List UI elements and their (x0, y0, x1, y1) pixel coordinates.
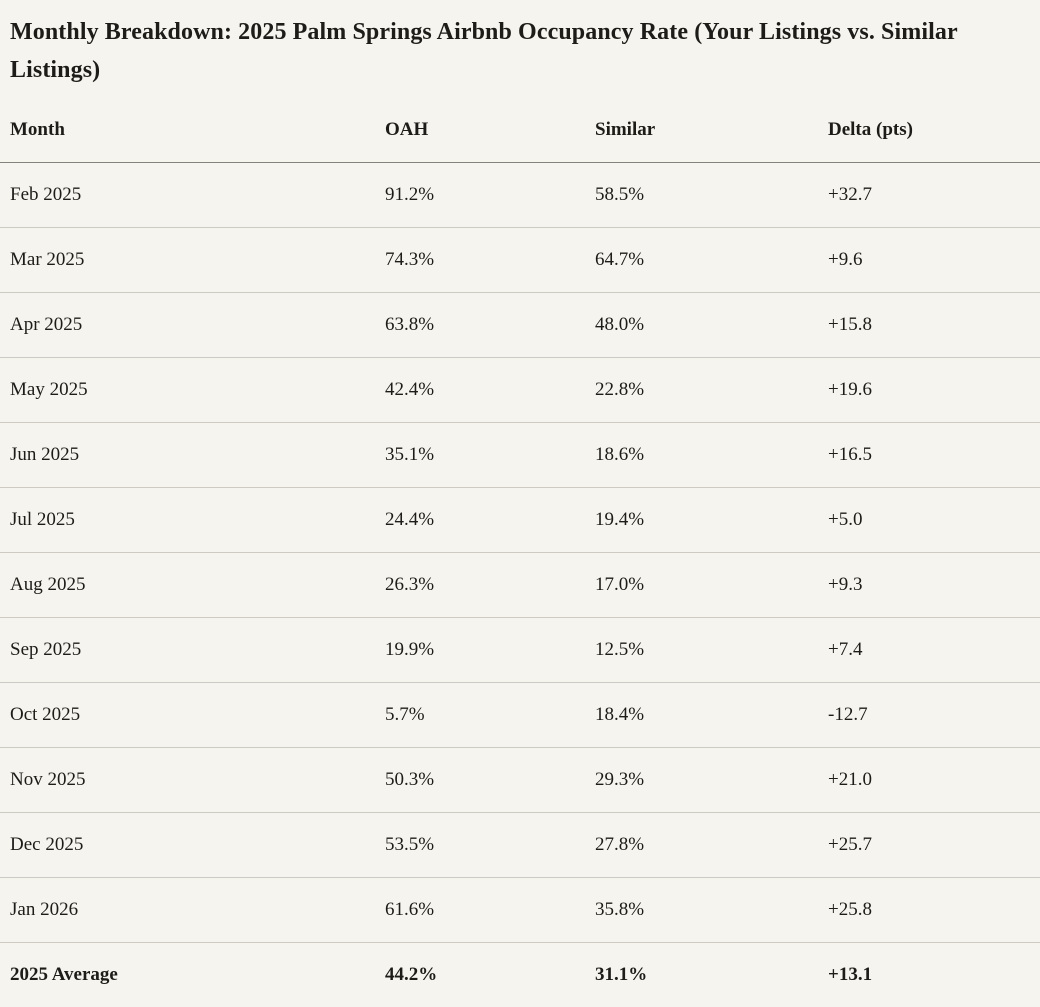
cell-similar: 18.4% (585, 683, 818, 748)
table-row: Feb 2025 91.2% 58.5% +32.7 (0, 163, 1040, 228)
cell-month: Apr 2025 (0, 293, 375, 358)
cell-similar: 58.5% (585, 163, 818, 228)
cell-delta: +25.8 (818, 878, 1040, 943)
cell-month: Feb 2025 (0, 163, 375, 228)
cell-oah: 5.7% (375, 683, 585, 748)
cell-oah: 91.2% (375, 163, 585, 228)
cell-oah: 44.2% (375, 943, 585, 1007)
table-row: Jul 2025 24.4% 19.4% +5.0 (0, 488, 1040, 553)
table-row: Jun 2025 35.1% 18.6% +16.5 (0, 423, 1040, 488)
cell-oah: 74.3% (375, 228, 585, 293)
table-header: Month OAH Similar Delta (pts) (0, 91, 1040, 163)
occupancy-table: Month OAH Similar Delta (pts) Feb 2025 9… (0, 91, 1040, 1007)
cell-similar: 17.0% (585, 553, 818, 618)
cell-delta: +21.0 (818, 748, 1040, 813)
cell-similar: 19.4% (585, 488, 818, 553)
table-title: Monthly Breakdown: 2025 Palm Springs Air… (0, 0, 1040, 91)
cell-delta: +7.4 (818, 618, 1040, 683)
table-body: Feb 2025 91.2% 58.5% +32.7 Mar 2025 74.3… (0, 163, 1040, 1007)
column-header-similar: Similar (585, 91, 818, 163)
cell-month: Mar 2025 (0, 228, 375, 293)
cell-oah: 35.1% (375, 423, 585, 488)
column-header-oah: OAH (375, 91, 585, 163)
cell-month: 2025 Average (0, 943, 375, 1007)
cell-delta: +19.6 (818, 358, 1040, 423)
column-header-month: Month (0, 91, 375, 163)
cell-similar: 29.3% (585, 748, 818, 813)
cell-oah: 61.6% (375, 878, 585, 943)
cell-month: Aug 2025 (0, 553, 375, 618)
cell-month: Jul 2025 (0, 488, 375, 553)
cell-delta: +13.1 (818, 943, 1040, 1007)
cell-similar: 35.8% (585, 878, 818, 943)
cell-delta: +16.5 (818, 423, 1040, 488)
cell-month: Jan 2026 (0, 878, 375, 943)
cell-delta: -12.7 (818, 683, 1040, 748)
table-row: Mar 2025 74.3% 64.7% +9.6 (0, 228, 1040, 293)
cell-delta: +15.8 (818, 293, 1040, 358)
cell-month: Sep 2025 (0, 618, 375, 683)
cell-oah: 53.5% (375, 813, 585, 878)
cell-delta: +5.0 (818, 488, 1040, 553)
cell-similar: 64.7% (585, 228, 818, 293)
cell-oah: 50.3% (375, 748, 585, 813)
header-row: Month OAH Similar Delta (pts) (0, 91, 1040, 163)
cell-similar: 31.1% (585, 943, 818, 1007)
table-row: Apr 2025 63.8% 48.0% +15.8 (0, 293, 1040, 358)
table-row: Dec 2025 53.5% 27.8% +25.7 (0, 813, 1040, 878)
cell-month: Oct 2025 (0, 683, 375, 748)
cell-similar: 27.8% (585, 813, 818, 878)
table-row: Jan 2026 61.6% 35.8% +25.8 (0, 878, 1040, 943)
cell-oah: 19.9% (375, 618, 585, 683)
cell-month: Jun 2025 (0, 423, 375, 488)
table-row: May 2025 42.4% 22.8% +19.6 (0, 358, 1040, 423)
table-row: Sep 2025 19.9% 12.5% +7.4 (0, 618, 1040, 683)
cell-similar: 12.5% (585, 618, 818, 683)
table-row: Aug 2025 26.3% 17.0% +9.3 (0, 553, 1040, 618)
cell-oah: 63.8% (375, 293, 585, 358)
cell-similar: 18.6% (585, 423, 818, 488)
cell-delta: +9.3 (818, 553, 1040, 618)
cell-delta: +25.7 (818, 813, 1040, 878)
table-row-average: 2025 Average 44.2% 31.1% +13.1 (0, 943, 1040, 1007)
cell-delta: +32.7 (818, 163, 1040, 228)
cell-month: Nov 2025 (0, 748, 375, 813)
cell-delta: +9.6 (818, 228, 1040, 293)
table-row: Oct 2025 5.7% 18.4% -12.7 (0, 683, 1040, 748)
cell-month: Dec 2025 (0, 813, 375, 878)
cell-similar: 22.8% (585, 358, 818, 423)
cell-oah: 24.4% (375, 488, 585, 553)
cell-similar: 48.0% (585, 293, 818, 358)
table-row: Nov 2025 50.3% 29.3% +21.0 (0, 748, 1040, 813)
cell-month: May 2025 (0, 358, 375, 423)
column-header-delta: Delta (pts) (818, 91, 1040, 163)
cell-oah: 42.4% (375, 358, 585, 423)
cell-oah: 26.3% (375, 553, 585, 618)
